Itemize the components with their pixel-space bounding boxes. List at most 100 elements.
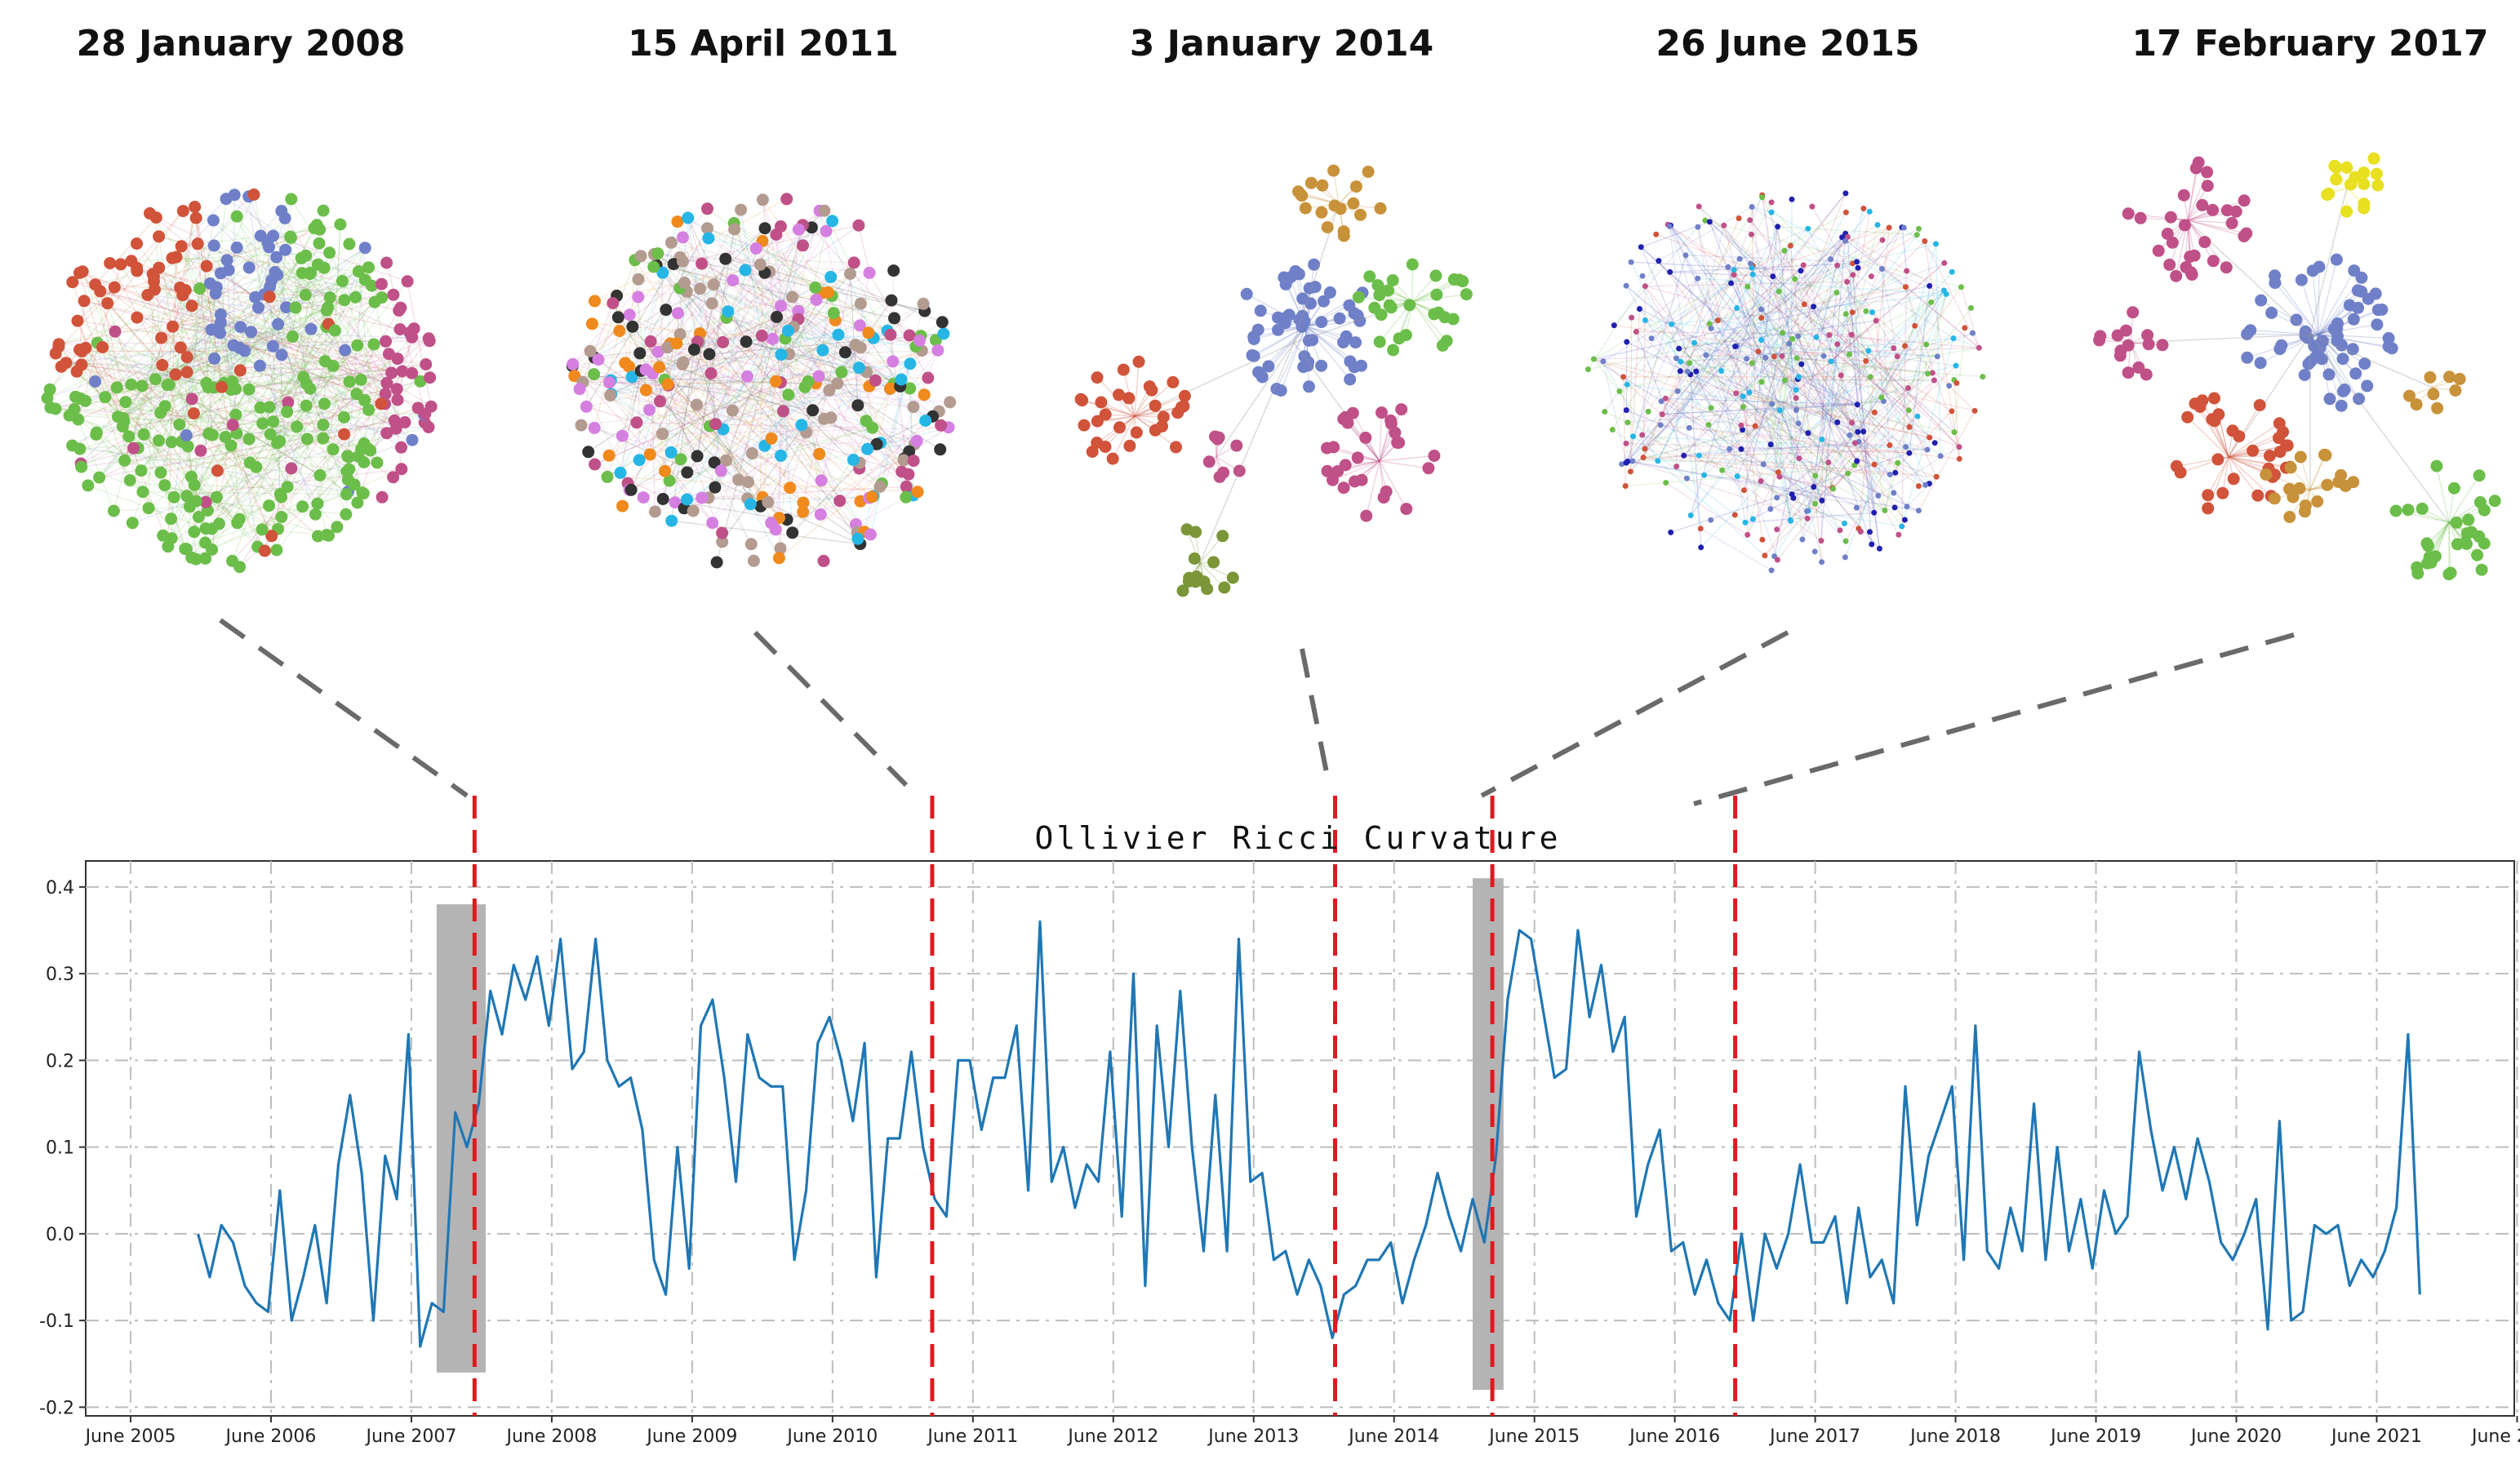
network-edge (1661, 308, 1762, 415)
network-edge (55, 408, 397, 429)
network-node (323, 246, 336, 260)
network-edge (1642, 411, 1649, 436)
network-edge (725, 258, 895, 384)
network-node (775, 299, 787, 313)
network-graph (1074, 164, 1473, 597)
network-node (158, 400, 171, 413)
network-edge (2228, 437, 2279, 458)
network-edge (1613, 226, 1699, 326)
network-node (676, 357, 689, 370)
network-node (1892, 469, 1899, 476)
network-edge (236, 246, 331, 299)
network-node (2178, 219, 2191, 232)
network-node (862, 326, 875, 339)
network-edge (1301, 195, 1340, 205)
network-node (1795, 374, 1802, 380)
network-edge (1698, 206, 1879, 496)
network-node (2462, 513, 2475, 526)
network-node (2163, 258, 2176, 271)
network-edge (1727, 267, 1908, 508)
network-edge (1830, 361, 1941, 457)
network-edge (1770, 444, 1919, 512)
network-edge (124, 455, 359, 461)
network-edge (807, 381, 821, 515)
network-edge (1627, 384, 1772, 405)
network-node (1799, 536, 1806, 543)
network-edge (1690, 234, 1918, 516)
network-edge (220, 314, 271, 435)
network-node (580, 400, 593, 413)
network-edge (1704, 211, 1847, 476)
network-node (936, 316, 949, 329)
network-edge (96, 372, 392, 436)
network-node (1170, 441, 1182, 454)
network-node (185, 299, 198, 313)
network-node (55, 360, 68, 373)
network-node (602, 449, 616, 462)
network-node (1842, 237, 1848, 244)
network-edge (180, 286, 419, 409)
network-node (285, 462, 298, 475)
network-edge (726, 453, 820, 461)
network-edge (122, 286, 271, 419)
network-node (753, 258, 767, 271)
network-node (1585, 366, 1591, 373)
network-node (264, 281, 277, 293)
network-node (639, 384, 652, 397)
network-node (1422, 462, 1435, 475)
network-node (387, 471, 400, 484)
network-edge (1268, 326, 1307, 367)
network-node (311, 497, 324, 510)
network-node (884, 328, 897, 341)
network-edge (1657, 286, 1749, 462)
network-edge (630, 459, 682, 490)
network-edge (1633, 436, 1928, 450)
network-node (1976, 344, 1982, 351)
network-node (639, 363, 652, 376)
network-node (1209, 430, 1221, 443)
network-edge (716, 224, 804, 563)
network-node (1230, 439, 1243, 452)
network-edge (2429, 521, 2450, 557)
network-node (851, 532, 864, 545)
network-node (1343, 299, 1356, 312)
network-node (1362, 166, 1375, 178)
network-node (813, 447, 826, 460)
network-edge (1798, 335, 1873, 545)
network-node (358, 242, 371, 255)
network-node (1770, 273, 1776, 280)
network-edge (1708, 424, 1822, 542)
network-node (672, 307, 684, 320)
network-node (167, 490, 180, 504)
network-node (1968, 304, 1974, 311)
network-edge (191, 398, 321, 476)
network-edge (1347, 422, 1380, 462)
network-edge (1774, 294, 1947, 557)
network-edge (1802, 344, 1838, 540)
network-node (687, 504, 700, 517)
network-edge (1807, 388, 1909, 512)
network-node (782, 388, 795, 402)
network-node (710, 556, 723, 569)
network-node (1714, 317, 1721, 324)
network-edge (2309, 334, 2450, 523)
network-edge (264, 267, 369, 295)
network-node (1949, 408, 1955, 415)
network-edge (2207, 456, 2229, 509)
network-edge (1837, 265, 1937, 477)
network-edge (1749, 339, 1762, 393)
network-node (2241, 327, 2254, 340)
network-node (93, 471, 106, 484)
network-edge (1644, 237, 1843, 450)
network-node (726, 404, 739, 417)
network-node (200, 260, 213, 273)
x-tick-label: June 2008 (504, 1426, 597, 1447)
network-node (716, 526, 729, 539)
network-edge (118, 307, 329, 418)
x-tick-label: June 2019 (2049, 1426, 2141, 1447)
network-edge (664, 424, 717, 472)
network-node (732, 473, 745, 486)
network-edge (80, 384, 170, 399)
network-node (343, 463, 356, 476)
network-edge (1700, 290, 1944, 548)
